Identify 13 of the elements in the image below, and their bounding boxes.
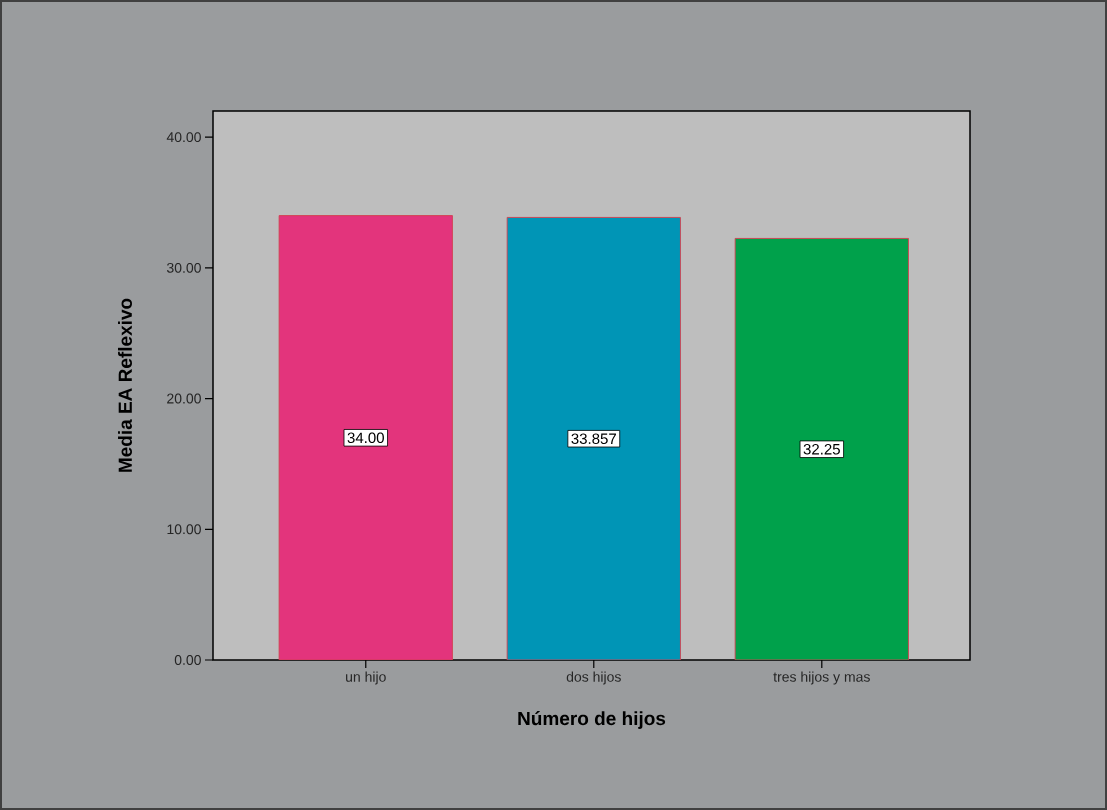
data-label: 34.00	[347, 432, 384, 444]
y-tick-label: 0.00	[174, 655, 201, 665]
data-label: 33.857	[571, 433, 616, 445]
y-tick-label: 20.00	[167, 393, 201, 404]
x-axis-title: Número de hijos	[518, 711, 666, 729]
y-tick-label: 30.00	[166, 262, 201, 273]
x-tick-label: dos hijos	[566, 671, 621, 685]
data-label: 32.25	[803, 443, 840, 455]
y-tick-label: 40.00	[166, 132, 201, 143]
x-tick-label: tres hijos y mas	[773, 671, 870, 685]
y-tick-label: 10.00	[167, 524, 201, 535]
x-tick-label: un hijo	[346, 671, 386, 685]
y-axis-title: Media EA Reflexivo	[118, 298, 132, 472]
